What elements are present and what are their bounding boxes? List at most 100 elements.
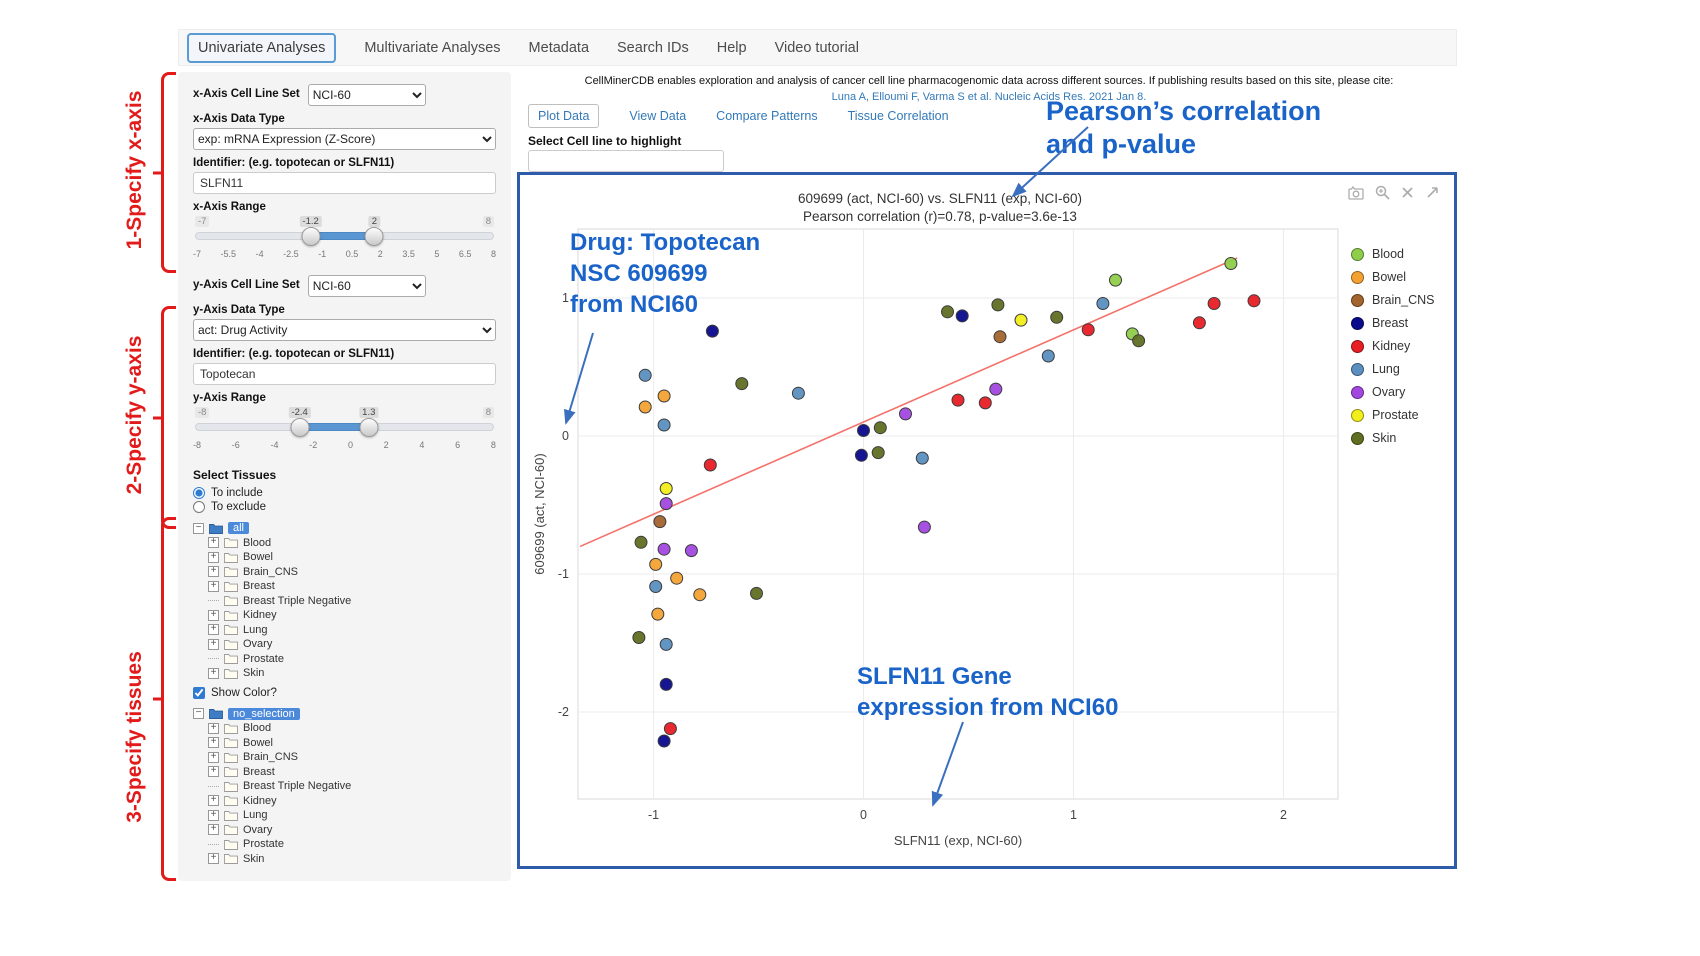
legend-item-bowel[interactable]: Bowel xyxy=(1351,270,1435,284)
annotation-line: expression from NCI60 xyxy=(857,694,1119,722)
tree-node-all[interactable]: − all xyxy=(193,521,496,536)
x-identifier-input[interactable] xyxy=(193,172,496,194)
tree-node-brain-cns[interactable]: + Brain_CNS xyxy=(208,565,496,580)
tree-node-skin[interactable]: + Skin xyxy=(208,666,496,681)
slider-handle-from[interactable] xyxy=(290,418,310,437)
tissue-include-radio-row[interactable]: To include xyxy=(193,487,496,499)
slider-tick: 2 xyxy=(383,440,389,450)
legend-item-kidney[interactable]: Kidney xyxy=(1351,339,1435,353)
collapse-icon[interactable]: − xyxy=(193,522,204,534)
collapse-icon[interactable]: − xyxy=(193,708,204,720)
tree-node-lung[interactable]: + Lung xyxy=(208,623,496,638)
camera-icon[interactable] xyxy=(1348,185,1364,200)
tree-node-skin[interactable]: + Skin xyxy=(208,852,496,867)
legend-item-lung[interactable]: Lung xyxy=(1351,362,1435,376)
expand-icon[interactable]: + xyxy=(208,853,219,865)
tab-compare-patterns[interactable]: Compare Patterns xyxy=(716,109,818,123)
x-cell-line-set-select[interactable]: NCI-60 xyxy=(307,84,426,106)
tab-tissue-correlation[interactable]: Tissue Correlation xyxy=(847,109,949,123)
tab-plot-data[interactable]: Plot Data xyxy=(528,104,600,128)
legend-item-brain-cns[interactable]: Brain_CNS xyxy=(1351,293,1435,307)
expand-icon[interactable]: + xyxy=(208,624,219,636)
tree-node-bowel[interactable]: + Bowel xyxy=(208,550,496,565)
expand-icon[interactable]: + xyxy=(208,824,219,836)
y-cell-line-set-select[interactable]: NCI-60 xyxy=(307,275,426,297)
tree-node-label: Skin xyxy=(243,667,265,680)
tree-node-blood[interactable]: + Blood xyxy=(208,536,496,551)
include-radio[interactable] xyxy=(193,487,205,499)
y-identifier-input[interactable] xyxy=(193,363,496,385)
expand-icon[interactable]: + xyxy=(208,766,219,778)
tree-node-prostate[interactable]: Prostate xyxy=(208,652,496,667)
expand-icon[interactable]: + xyxy=(208,751,219,763)
expand-icon[interactable]: + xyxy=(208,667,219,679)
citation-link[interactable]: Luna A, Elloumi F, Varma S et al. Nuclei… xyxy=(831,90,1147,103)
tab-view-data[interactable]: View Data xyxy=(629,109,687,123)
show-color-row[interactable]: Show Color? xyxy=(193,686,496,699)
x-data-type-select[interactable]: exp: mRNA Expression (Z-Score) xyxy=(193,128,496,150)
expand-icon[interactable]: + xyxy=(208,609,219,621)
legend-item-prostate[interactable]: Prostate xyxy=(1351,408,1435,422)
show-color-checkbox[interactable] xyxy=(193,686,205,699)
nav-tab-metadata[interactable]: Metadata xyxy=(528,39,590,56)
expand-icon[interactable]: + xyxy=(208,566,219,578)
slider-to-value: 1.3 xyxy=(359,407,379,418)
data-point-ovary xyxy=(659,497,673,511)
close-icon[interactable] xyxy=(1401,186,1414,199)
legend-item-blood[interactable]: Blood xyxy=(1351,247,1435,261)
expand-icon[interactable]: + xyxy=(208,638,219,650)
nav-tab-search-ids[interactable]: Search IDs xyxy=(617,39,689,56)
tree-node-prostate[interactable]: Prostate xyxy=(208,837,496,852)
nav-tab-video-tutorial[interactable]: Video tutorial xyxy=(774,39,859,56)
cell-line-highlight-input[interactable] xyxy=(528,150,724,172)
slider-handle-to[interactable] xyxy=(364,227,384,246)
tree-node-ovary[interactable]: + Ovary xyxy=(208,637,496,652)
legend-item-breast[interactable]: Breast xyxy=(1351,316,1435,330)
expand-icon[interactable]: + xyxy=(208,551,219,563)
slider-handle-to[interactable] xyxy=(359,418,379,437)
tree-node-kidney[interactable]: + Kidney xyxy=(208,608,496,623)
pan-arrow-icon[interactable] xyxy=(1425,185,1440,200)
tree-node-ovary[interactable]: + Ovary xyxy=(208,823,496,838)
legend-label: Brain_CNS xyxy=(1372,293,1435,307)
tree-node-breast-triple-negative[interactable]: Breast Triple Negative xyxy=(208,779,496,794)
leaf-connector xyxy=(208,843,219,845)
expand-icon[interactable]: + xyxy=(208,537,219,549)
tree-node-breast[interactable]: + Breast xyxy=(208,765,496,780)
tree-node-brain-cns[interactable]: + Brain_CNS xyxy=(208,750,496,765)
leaf-connector xyxy=(208,658,219,660)
tree-node-blood[interactable]: + Blood xyxy=(208,721,496,736)
legend-swatch xyxy=(1351,316,1364,330)
x-axis-range-slider[interactable]: -7 8 -1.2 2 -7 -5.5 -4 -2.5 -1 0.5 2 3.5 5 6.5 8 xyxy=(193,216,496,266)
expand-icon[interactable]: + xyxy=(208,809,219,821)
expand-icon[interactable]: + xyxy=(208,722,219,734)
exclude-radio[interactable] xyxy=(193,501,205,513)
plot-area[interactable] xyxy=(577,228,1339,800)
data-point-ovary xyxy=(989,382,1003,396)
y-axis-range-slider[interactable]: -8 8 -2.4 1.3 -8 -6 -4 -2 0 2 4 6 8 xyxy=(193,407,496,457)
folder-icon xyxy=(224,723,238,734)
expand-icon[interactable]: + xyxy=(208,795,219,807)
nav-tab-help[interactable]: Help xyxy=(716,39,747,56)
expand-icon[interactable]: + xyxy=(208,737,219,749)
tree-node-kidney[interactable]: + Kidney xyxy=(208,794,496,809)
zoom-in-icon[interactable] xyxy=(1375,185,1390,200)
y-data-type-select[interactable]: act: Drug Activity xyxy=(193,319,496,341)
tree-node-no-selection[interactable]: − no_selection xyxy=(193,707,496,722)
nav-tab-multivariate-analyses[interactable]: Multivariate Analyses xyxy=(364,39,501,56)
slider-handle-from[interactable] xyxy=(301,227,321,246)
tree-node-breast[interactable]: + Breast xyxy=(208,579,496,594)
nav-tab-univariate-analyses[interactable]: Univariate Analyses xyxy=(187,32,337,63)
tree-node-breast-triple-negative[interactable]: Breast Triple Negative xyxy=(208,594,496,609)
legend-label: Lung xyxy=(1372,362,1400,376)
tissue-exclude-radio-row[interactable]: To exclude xyxy=(193,501,496,513)
data-point-kidney xyxy=(1081,323,1095,337)
expand-icon[interactable]: + xyxy=(208,580,219,592)
tree-node-lung[interactable]: + Lung xyxy=(208,808,496,823)
scatter-plot[interactable]: -1 0 1 2 -2 -1 0 1 SLFN11 (exp, NCI-60) 609699 (a… xyxy=(530,221,1350,861)
tree-node-bowel[interactable]: + Bowel xyxy=(208,736,496,751)
legend-item-skin[interactable]: Skin xyxy=(1351,431,1435,445)
data-point-kidney xyxy=(663,722,677,736)
legend-item-ovary[interactable]: Ovary xyxy=(1351,385,1435,399)
